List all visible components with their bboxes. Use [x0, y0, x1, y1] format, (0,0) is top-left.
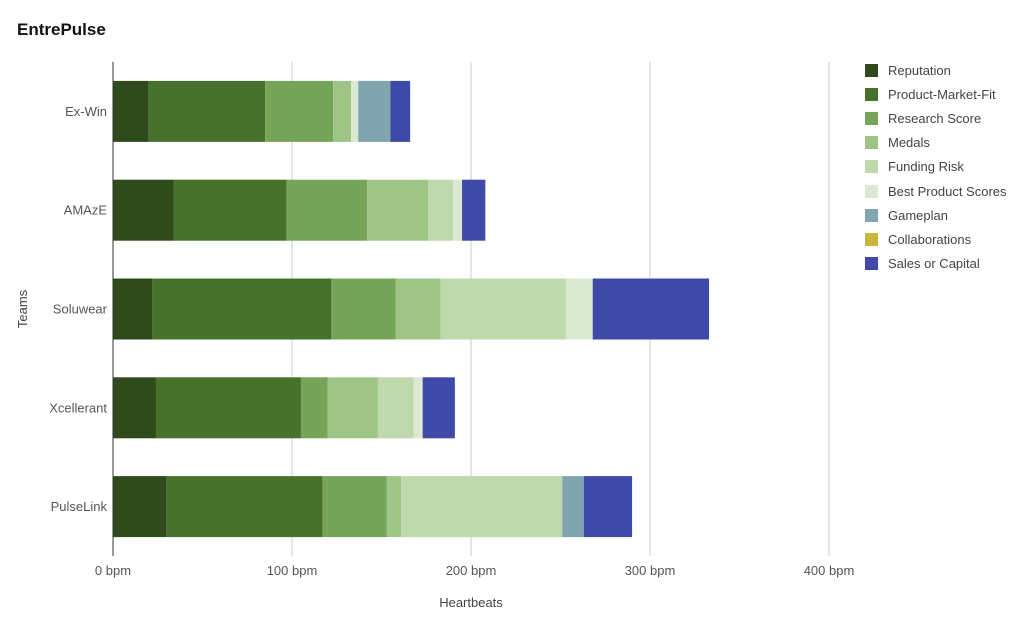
legend-swatch [865, 232, 878, 246]
bar-segment[interactable] [331, 278, 396, 340]
bar-segment[interactable] [155, 377, 301, 439]
bar-segment[interactable] [367, 179, 429, 241]
bar-segment[interactable] [333, 80, 352, 142]
legend-swatch [865, 184, 878, 198]
legend: Reputation Product-Market-Fit Research Sco… [865, 58, 1007, 276]
legend-item[interactable]: Medals [865, 131, 1007, 155]
legend-swatch [865, 160, 878, 174]
bar-segment[interactable] [286, 179, 368, 241]
legend-swatch [865, 111, 878, 125]
bar-segment[interactable] [148, 80, 266, 142]
legend-item[interactable]: Reputation [865, 58, 1007, 82]
legend-item[interactable]: Product-Market-Fit [865, 82, 1007, 106]
bar-segment[interactable] [166, 476, 323, 538]
bar-segment[interactable] [565, 278, 593, 340]
x-tick-label: 400 bpm [804, 563, 855, 578]
legend-swatch [865, 257, 878, 271]
x-tick-labels: 0 bpm 100 bpm 200 bpm 300 bpm 400 bpm [95, 563, 854, 578]
bar-segment[interactable] [583, 476, 633, 538]
legend-label: Reputation [888, 62, 951, 78]
bar-segment[interactable] [413, 377, 423, 439]
legend-label: Research Score [888, 110, 982, 126]
bar-segment[interactable] [377, 377, 414, 439]
legend-label: Best Product Scores [888, 183, 1007, 199]
legend-swatch [865, 136, 878, 150]
bar-segment[interactable] [113, 476, 167, 538]
bar-segment[interactable] [390, 80, 411, 142]
legend-item[interactable]: Funding Risk [865, 155, 1007, 179]
bar-segment[interactable] [440, 278, 566, 340]
legend-label: Funding Risk [888, 159, 964, 175]
y-axis-title: Teams [15, 289, 30, 328]
bar-segment[interactable] [152, 278, 332, 340]
bar-segment[interactable] [300, 377, 328, 439]
bar-segment[interactable] [562, 476, 584, 538]
legend-label: Sales or Capital [888, 256, 980, 272]
legend-swatch [865, 208, 878, 222]
legend-item[interactable]: Sales or Capital [865, 252, 1007, 276]
category-label: PulseLink [51, 499, 108, 514]
bar-segment[interactable] [113, 179, 174, 241]
legend-swatch [865, 63, 878, 77]
bar-segment[interactable] [401, 476, 563, 538]
bar-segment[interactable] [327, 377, 378, 439]
bar-segment[interactable] [113, 80, 149, 142]
bars [113, 80, 710, 538]
bar-segment[interactable] [265, 80, 334, 142]
legend-item[interactable]: Best Product Scores [865, 179, 1007, 203]
bar-segment[interactable] [173, 179, 287, 241]
x-axis-title: Heartbeats [439, 595, 503, 610]
bar-segment[interactable] [113, 377, 156, 439]
legend-label: Collaborations [888, 231, 972, 247]
bar-segment[interactable] [395, 278, 441, 340]
bar-segment[interactable] [351, 80, 359, 142]
category-labels: Ex-Win AMAzE Soluwear Xcellerant PulseLink [49, 104, 107, 514]
category-label: Ex-Win [65, 104, 107, 119]
bar-segment[interactable] [428, 179, 454, 241]
bar-segment[interactable] [113, 278, 153, 340]
legend-label: Medals [888, 135, 930, 151]
bar-segment[interactable] [322, 476, 387, 538]
x-tick-label: 300 bpm [625, 563, 676, 578]
legend-label: Product-Market-Fit [888, 86, 996, 102]
category-label: AMAzE [64, 203, 108, 218]
legend-item[interactable]: Gameplan [865, 203, 1007, 227]
x-tick-label: 100 bpm [267, 563, 318, 578]
category-label: Xcellerant [49, 400, 107, 415]
legend-label: Gameplan [888, 207, 948, 223]
legend-swatch [865, 87, 878, 101]
bar-segment[interactable] [358, 80, 391, 142]
x-tick-label: 200 bpm [446, 563, 497, 578]
bar-segment[interactable] [453, 179, 463, 241]
bar-segment[interactable] [592, 278, 710, 340]
bar-segment[interactable] [386, 476, 402, 538]
x-tick-label: 0 bpm [95, 563, 131, 578]
bar-segment[interactable] [422, 377, 455, 439]
legend-item[interactable]: Collaborations [865, 227, 1007, 251]
bar-segment[interactable] [462, 179, 486, 241]
category-label: Soluwear [53, 302, 108, 317]
chart-title: EntrePulse [17, 20, 106, 39]
legend-item[interactable]: Research Score [865, 106, 1007, 130]
